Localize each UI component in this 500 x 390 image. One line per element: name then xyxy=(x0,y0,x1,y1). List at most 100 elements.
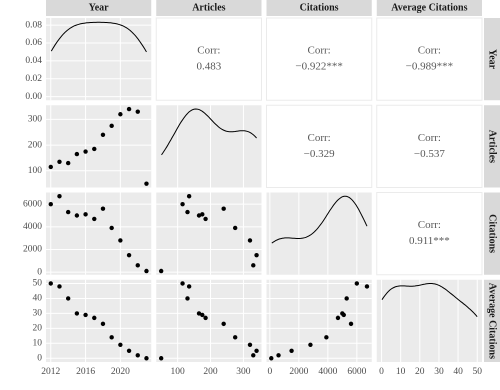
scatter-point xyxy=(232,335,238,340)
scatter-point xyxy=(135,353,140,358)
row-strip-label: Average Citations xyxy=(487,283,498,359)
scatter-point xyxy=(83,212,88,217)
scatter-point xyxy=(109,123,114,129)
corr-title: Corr: xyxy=(418,132,441,144)
scatter-point xyxy=(100,321,106,327)
y-tick-label: 4000 xyxy=(23,222,42,232)
scatter-point xyxy=(74,213,80,218)
corr-panel xyxy=(376,192,483,276)
scatter-point xyxy=(144,181,149,186)
scatter-point xyxy=(221,321,226,327)
scatter-point xyxy=(158,356,164,361)
scatter-point xyxy=(144,356,149,361)
row-strip-label: Citations xyxy=(487,214,498,253)
scatter-point xyxy=(109,225,114,231)
x-tick-label: 100 xyxy=(171,367,186,377)
scatter-point xyxy=(185,209,190,215)
scatter-point xyxy=(126,252,132,258)
scatter-point xyxy=(247,342,253,348)
scatter-point xyxy=(200,312,205,318)
scatter-point xyxy=(203,216,208,222)
scatter-point xyxy=(186,284,192,289)
scatter-point xyxy=(344,296,349,301)
scatter-point xyxy=(126,106,132,112)
scatter-point xyxy=(200,212,205,217)
x-tick-label: 2000 xyxy=(289,367,308,377)
density-curve xyxy=(50,21,147,53)
row-strip xyxy=(484,105,500,188)
scatter-point xyxy=(65,160,71,166)
scatter-point xyxy=(354,281,360,286)
x-tick-label: 6000 xyxy=(347,367,366,377)
y-tick-label: 300 xyxy=(28,115,43,125)
scatter-point xyxy=(100,206,106,211)
row-strip-label: Articles xyxy=(487,130,498,163)
scatter-point xyxy=(118,112,123,117)
corr-panel xyxy=(376,17,483,101)
row-strip xyxy=(484,18,500,101)
column-strip xyxy=(266,0,372,16)
column-strip-label: Articles xyxy=(192,2,225,13)
scatter-point xyxy=(308,342,313,348)
x-tick-label: 300 xyxy=(236,367,251,377)
density-curve xyxy=(161,108,257,156)
column-strip-label: Citations xyxy=(300,2,339,13)
scatter-point xyxy=(135,109,140,114)
scatter-point xyxy=(48,201,53,207)
x-tick-label: 2020 xyxy=(111,367,130,377)
x-tick-label: 200 xyxy=(203,367,218,377)
scatter-point xyxy=(254,252,259,258)
scatter-point xyxy=(247,238,253,243)
corr-value: 0.483 xyxy=(197,61,222,73)
y-tick-label: 50 xyxy=(33,279,43,289)
scatter-point xyxy=(118,238,123,243)
y-tick-label: 0 xyxy=(37,353,42,363)
scatter-point xyxy=(48,164,53,170)
scatter-point xyxy=(254,348,259,353)
y-tick-label: 100 xyxy=(28,166,43,176)
scatter-point xyxy=(92,216,97,222)
corr-title: Corr: xyxy=(197,45,220,57)
column-strip xyxy=(376,0,482,16)
corr-value: −0.989*** xyxy=(406,61,453,73)
y-tick-label: 0.08 xyxy=(25,20,42,30)
panel xyxy=(376,279,482,362)
scatter-point xyxy=(57,284,62,289)
y-tick-label: 200 xyxy=(28,140,43,150)
panel xyxy=(156,279,262,362)
row-strip-label: Year xyxy=(487,49,498,70)
scatter-point xyxy=(269,356,274,361)
corr-value: −0.329 xyxy=(304,148,335,160)
corr-panel xyxy=(266,104,373,188)
y-tick-label: 6000 xyxy=(23,199,42,209)
scatter-point xyxy=(57,194,62,199)
scatter-point xyxy=(74,151,80,157)
panel xyxy=(156,192,262,275)
scatter-point xyxy=(100,132,106,138)
x-tick-label: 40 xyxy=(453,367,463,377)
panel xyxy=(266,279,372,362)
scatter-point xyxy=(324,335,329,340)
scatter-point xyxy=(180,201,185,207)
scatter-point xyxy=(158,268,164,274)
y-tick-label: 2000 xyxy=(23,245,42,255)
scatter-point xyxy=(289,348,294,353)
x-tick-label: 10 xyxy=(396,367,406,377)
x-tick-label: 30 xyxy=(434,367,444,377)
scatter-point xyxy=(341,312,346,318)
scatter-point xyxy=(221,206,226,211)
x-tick-label: 20 xyxy=(415,367,425,377)
column-strip xyxy=(156,0,262,16)
scatter-point xyxy=(232,225,238,231)
scatter-point xyxy=(118,342,123,348)
y-tick-label: 0.06 xyxy=(25,38,42,48)
corr-title: Corr: xyxy=(418,45,441,57)
scatter-point xyxy=(126,348,132,353)
x-tick-label: 0 xyxy=(267,367,272,377)
panel xyxy=(46,279,152,362)
corr-value: 0.911*** xyxy=(409,235,450,247)
y-tick-label: 0 xyxy=(37,267,42,277)
corr-title: Corr: xyxy=(308,132,331,144)
x-tick-label: 2016 xyxy=(76,367,95,377)
